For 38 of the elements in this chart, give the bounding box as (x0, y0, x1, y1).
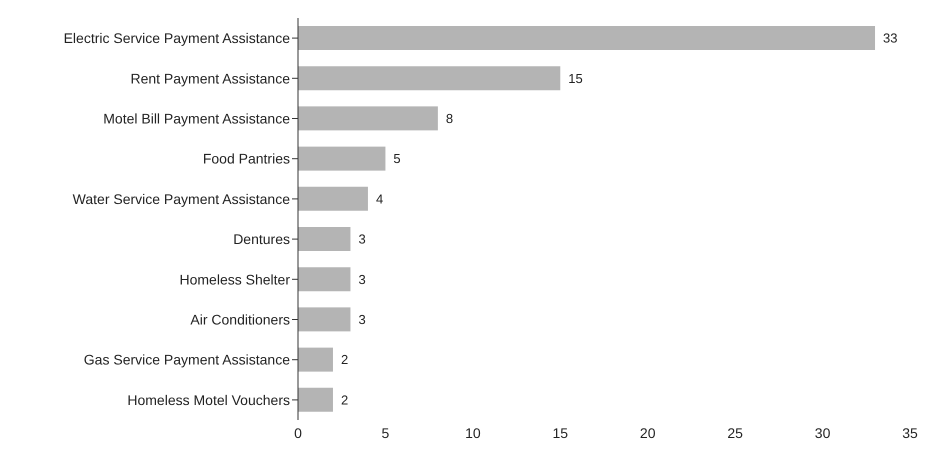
x-tick-label: 0 (294, 424, 302, 441)
data-label: 8 (446, 111, 454, 126)
y-tick-label: Dentures (233, 231, 290, 248)
x-tick-label: 15 (552, 424, 568, 441)
x-tick-label: 25 (727, 424, 744, 441)
bar (298, 66, 560, 90)
data-label: 33 (883, 30, 898, 46)
data-label: 3 (358, 272, 366, 287)
bar (298, 146, 386, 171)
data-label: 5 (393, 151, 401, 166)
bar (298, 388, 333, 412)
bar (298, 186, 368, 211)
y-tick-label: Water Service Payment Assistance (72, 190, 290, 207)
bar (298, 348, 333, 372)
bar (298, 26, 876, 50)
data-label: 2 (340, 392, 348, 408)
data-label: 2 (340, 352, 348, 368)
y-tick-label: Homeless Shelter (180, 271, 290, 288)
y-tick-label: Electric Service Payment Assistance (64, 30, 290, 46)
y-tick-label: Gas Service Payment Assistance (84, 352, 290, 368)
bar (298, 307, 350, 332)
x-tick-label: 35 (902, 424, 918, 441)
data-label: 3 (358, 312, 366, 328)
data-label: 4 (376, 191, 384, 206)
data-label: 15 (568, 70, 583, 86)
x-tick-label: 20 (640, 424, 656, 441)
y-tick-label: Rent Payment Assistance (130, 70, 290, 86)
bar (298, 106, 438, 130)
y-tick-label: Food Pantries (202, 150, 290, 167)
bar (298, 267, 350, 292)
y-tick-label: Air Conditioners (190, 311, 290, 328)
data-label: 3 (358, 232, 366, 247)
bar (298, 227, 350, 251)
y-tick-label: Homeless Motel Vouchers (127, 392, 290, 408)
y-tick-label: Motel Bill Payment Assistance (103, 110, 290, 126)
x-tick-label: 10 (465, 424, 481, 441)
x-tick-label: 30 (814, 424, 831, 441)
x-tick-label: 5 (382, 424, 390, 441)
